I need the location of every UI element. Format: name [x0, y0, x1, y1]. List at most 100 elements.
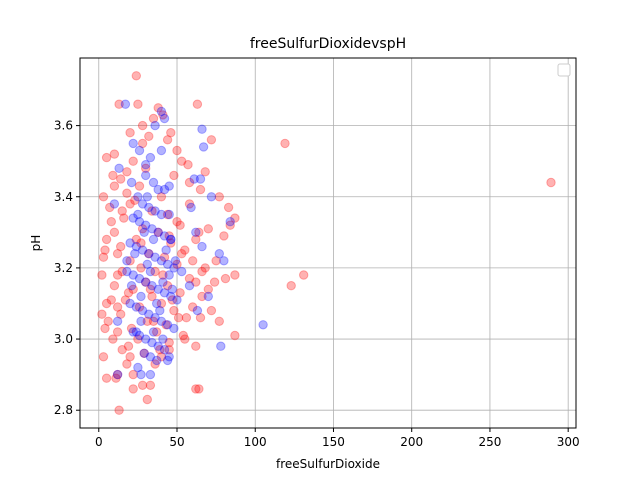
data-point [116, 174, 126, 184]
data-point [123, 341, 134, 351]
data-point [197, 291, 207, 302]
data-point [144, 202, 154, 213]
data-point [195, 313, 206, 323]
data-point [133, 192, 143, 202]
data-point [130, 249, 140, 259]
data-point [126, 177, 137, 188]
x-tick-label: 300 [557, 435, 580, 449]
data-point [137, 245, 148, 255]
data-point [136, 291, 146, 302]
data-point [117, 345, 127, 355]
data-point [169, 305, 179, 316]
data-point [150, 313, 160, 323]
data-point [198, 142, 209, 152]
data-point [114, 99, 124, 109]
data-point [167, 284, 178, 294]
data-point [180, 245, 190, 255]
data-point [209, 277, 220, 287]
data-point [152, 355, 162, 366]
data-point [225, 217, 235, 227]
data-point [192, 99, 203, 109]
chart-title: freeSulfurDioxidevspH [250, 36, 406, 52]
data-point [112, 270, 123, 280]
data-point [148, 234, 159, 245]
data-point [136, 316, 146, 326]
data-point [125, 238, 135, 248]
data-point [103, 316, 113, 326]
data-point [203, 284, 214, 294]
data-point [172, 259, 182, 269]
y-axis-label: pH [29, 235, 43, 252]
data-point [225, 220, 235, 230]
grid [80, 58, 576, 428]
data-point [203, 224, 214, 234]
data-point [166, 234, 176, 245]
legend-box [557, 63, 571, 77]
data-point [148, 113, 159, 124]
data-point [144, 249, 154, 259]
data-point [180, 334, 190, 344]
data-point [145, 352, 156, 362]
data-point [162, 355, 173, 366]
data-point [141, 170, 151, 181]
data-point [150, 120, 160, 131]
data-point [184, 177, 195, 188]
y-tick-label: 2.8 [54, 403, 73, 417]
data-point [131, 71, 142, 81]
data-point [189, 174, 199, 184]
data-point [112, 369, 123, 380]
data-point [112, 302, 123, 312]
data-point [195, 184, 206, 195]
data-point [134, 181, 145, 191]
data-point [128, 284, 138, 294]
data-point [128, 369, 138, 380]
data-point [214, 249, 225, 259]
data-point [150, 206, 160, 216]
data-point [184, 273, 195, 284]
data-point [166, 128, 176, 138]
data-point [142, 316, 153, 326]
data-point [159, 288, 170, 298]
data-point [131, 327, 142, 337]
data-point [125, 199, 135, 209]
data-point [164, 209, 174, 220]
data-point [159, 231, 170, 241]
data-point [126, 281, 137, 291]
data-point [186, 202, 196, 213]
data-point [280, 138, 290, 149]
data-point [162, 135, 173, 145]
data-point [139, 348, 149, 358]
data-point [125, 128, 135, 138]
data-point [158, 277, 168, 287]
data-point [106, 217, 117, 227]
data-point [153, 341, 163, 351]
data-point [142, 394, 153, 405]
data-point [128, 138, 138, 149]
data-point [206, 305, 217, 316]
data-point [144, 309, 154, 319]
data-point [101, 298, 112, 309]
data-point [120, 99, 131, 109]
data-point [147, 281, 157, 291]
data-point [126, 323, 137, 334]
data-point [206, 135, 217, 145]
data-point [177, 156, 187, 166]
data-point [177, 266, 187, 277]
data-point [134, 273, 145, 284]
data-point [219, 256, 229, 266]
data-point [139, 227, 149, 238]
x-axis-ticks: 0 50 100 150 200 250 300 [95, 428, 580, 449]
data-point [158, 334, 168, 344]
data-point [164, 345, 174, 355]
data-point [153, 227, 163, 238]
data-point [117, 266, 127, 277]
data-point [112, 327, 123, 337]
data-point [141, 160, 151, 170]
data-point [546, 177, 556, 188]
data-point [114, 405, 124, 415]
data-point [173, 313, 184, 323]
data-point [109, 149, 120, 159]
data-points [97, 71, 556, 415]
data-point [131, 302, 142, 312]
